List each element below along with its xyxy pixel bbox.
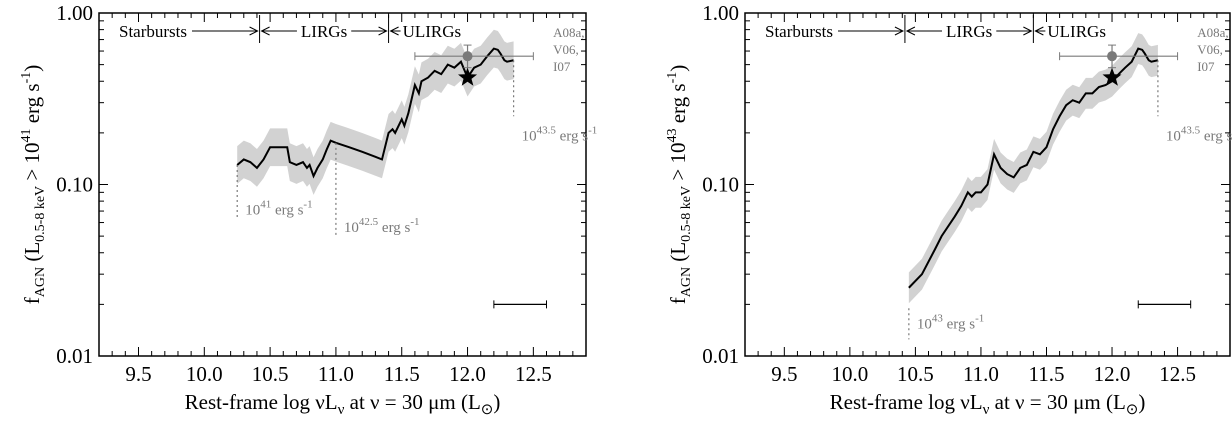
ref-point [462, 51, 473, 62]
ref-label: V06, [553, 42, 579, 57]
x-axis-label: Rest-frame log νLν at ν = 30 μm (L⊙) [830, 390, 1146, 418]
regime-label: Starbursts [119, 22, 187, 41]
y-tick-label: 0.10 [56, 173, 93, 197]
x-tick-label: 11.5 [384, 362, 420, 386]
regime-label: Starbursts [765, 22, 833, 41]
x-tick-label: 12.5 [515, 362, 552, 386]
y-tick-label: 0.10 [702, 173, 739, 197]
x-tick-label: 12.0 [449, 362, 486, 386]
ref-point [1107, 51, 1118, 62]
regime-arrowhead [260, 26, 270, 36]
regime-arrowhead [1034, 26, 1044, 36]
threshold-label: 1041 erg s-1 [245, 198, 312, 218]
chart-panel-right: 9.5 10.0 10.5 11.0 11.5 12.0 12.5 1.00 0.10 0.01 R… [665, 1, 1232, 418]
y-tick-label: 0.01 [56, 344, 93, 368]
regime-arrowhead [378, 26, 388, 36]
x-tick-label: 11.5 [1028, 362, 1064, 386]
ref-label: I07 [553, 59, 571, 74]
y-axis-label: fAGN (L0.5-8 keV > 1041 erg s-1) [19, 65, 48, 305]
x-tick-label: 12.5 [1159, 362, 1196, 386]
ref-label: I07 [1197, 59, 1215, 74]
x-axis-label: Rest-frame log νLν at ν = 30 μm (L⊙) [185, 390, 501, 418]
x-tick-label: 11.0 [963, 362, 999, 386]
x-tick-label: 9.5 [771, 362, 797, 386]
regime-label: LIRGs [946, 22, 992, 41]
x-tick-label: 10.5 [252, 362, 289, 386]
series-line [908, 47, 1159, 289]
ref-label: V06, [1197, 42, 1223, 57]
regime-label: ULIRGs [1047, 22, 1106, 41]
star-marker [458, 67, 478, 86]
regime-label: LIRGs [301, 22, 347, 41]
x-tick-label: 10.0 [831, 362, 868, 386]
y-tick-label: 1.00 [56, 1, 93, 25]
y-axis-label: fAGN (L0.5-8 keV > 1043 erg s-1) [665, 65, 694, 305]
threshold-label: 1043.5 erg s-1 [522, 125, 598, 145]
regime-arrowhead [1023, 26, 1033, 36]
chart-panel-left: 9.5 10.0 10.5 11.0 11.5 12.0 12.5 1.00 0.10 0.01 R… [19, 1, 597, 418]
uncertainty-band [908, 33, 1158, 304]
x-tick-label: 10.0 [186, 362, 223, 386]
star-marker [1102, 67, 1122, 86]
x-tick-label: 9.5 [125, 362, 151, 386]
regime-arrowhead [389, 26, 399, 36]
y-tick-label: 1.00 [702, 1, 739, 25]
ref-label: A08a, [553, 25, 584, 40]
y-tick-label: 0.01 [702, 344, 739, 368]
threshold-label: 1042.5 erg s-1 [344, 216, 420, 236]
regime-arrowhead [249, 26, 259, 36]
ref-label: A08a, [1197, 25, 1228, 40]
x-tick-label: 10.5 [897, 362, 934, 386]
threshold-label: 1043.5 erg s-1 [1166, 125, 1232, 145]
x-tick-label: 12.0 [1094, 362, 1131, 386]
regime-arrowhead [894, 26, 905, 36]
regime-label: ULIRGs [403, 22, 462, 41]
threshold-label: 1043 erg s-1 [917, 312, 984, 332]
x-tick-label: 11.0 [318, 362, 354, 386]
regime-arrowhead [905, 26, 916, 36]
series-line [236, 47, 514, 179]
